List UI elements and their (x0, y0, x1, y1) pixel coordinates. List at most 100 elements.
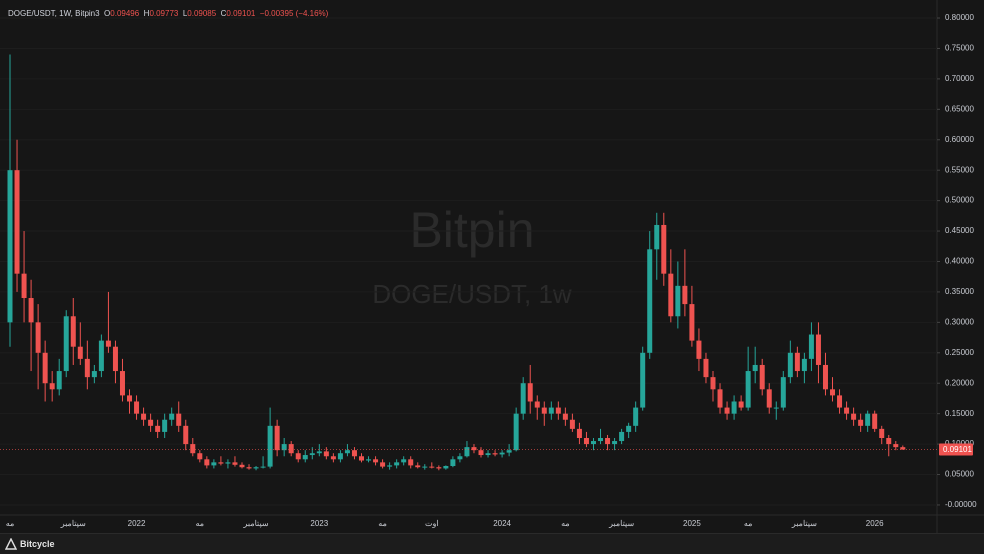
last-price-badge (939, 443, 973, 456)
candle-body (900, 447, 906, 450)
candle-body (759, 364, 765, 390)
candle-body (520, 383, 526, 414)
legend: DOGE/USDT, 1W, Bitpin3 O0.09496 H0.09773… (8, 9, 328, 18)
x-tick-label: 2023 (310, 519, 328, 528)
candle-body (851, 413, 857, 420)
label: C (220, 9, 227, 18)
change: −0.00395 (−4.16%) (259, 9, 329, 18)
background (0, 0, 984, 533)
candle-body (436, 467, 442, 469)
y-tick-label: 0.60000 (945, 135, 974, 144)
candle-body (710, 377, 716, 390)
candle-body (415, 465, 421, 468)
candle-body (155, 425, 161, 432)
x-tick-label: اوت (425, 519, 439, 528)
candle-body (478, 450, 484, 456)
candle-body (858, 419, 864, 426)
y-tick-label: 0.75000 (945, 44, 974, 53)
candle-body (28, 298, 34, 323)
candle-body (787, 352, 793, 378)
candle-body (98, 340, 104, 372)
candle-body (77, 346, 83, 359)
x-tick-label: مه (378, 519, 387, 528)
y-tick-label: 0.20000 (945, 378, 974, 387)
candle-body (879, 428, 885, 439)
candle-body (232, 462, 238, 465)
y-tick-label: 0.65000 (945, 104, 974, 113)
candle-body (808, 334, 814, 359)
candle-body (309, 453, 315, 456)
candle-body (408, 459, 414, 466)
candle-body (112, 346, 118, 372)
x-tick-label: مه (744, 519, 753, 528)
x-tick-label: مه (196, 519, 205, 528)
watermark: DOGE/USDT, 1w (372, 279, 572, 309)
x-tick-label: سپتامبر (791, 519, 817, 528)
candle-body (316, 451, 322, 454)
candle-body (815, 334, 821, 365)
candle-body (773, 407, 779, 409)
candle-body (176, 413, 182, 426)
candle-body (204, 459, 210, 466)
candle-body (141, 413, 147, 420)
x-tick-label: مه (6, 519, 15, 528)
candle-body (63, 316, 69, 372)
candle-body (619, 431, 625, 442)
candle-body (464, 447, 470, 457)
candle-body (246, 467, 252, 469)
candle-body (612, 441, 618, 445)
candle-body (148, 419, 154, 426)
x-tick-label: 2026 (866, 519, 884, 528)
candle-body (872, 413, 878, 429)
y-tick-label: 0.50000 (945, 196, 974, 205)
candle-body (541, 407, 547, 414)
candle-body (70, 316, 76, 347)
candle-body (640, 352, 646, 408)
candle-body (127, 395, 133, 402)
candle-body (576, 428, 582, 439)
candle-body (387, 465, 393, 467)
candle-body (21, 273, 27, 299)
candle-body (689, 304, 695, 341)
candle-body (752, 364, 758, 372)
candle-body (865, 413, 871, 426)
y-tick-label: 0.05000 (945, 470, 974, 479)
candle-body (380, 462, 386, 467)
candle-body (429, 466, 435, 468)
label: O (104, 9, 111, 18)
candle-body (801, 358, 807, 372)
candle-body (534, 401, 540, 408)
candle-body (281, 444, 287, 451)
candle-body (830, 389, 836, 396)
candle-body (443, 466, 449, 469)
value: 0.09773 (149, 9, 179, 18)
candle-body (14, 170, 20, 274)
candle-body (190, 444, 196, 454)
candle-body (239, 464, 245, 468)
y-tick-label: -0.00000 (945, 500, 977, 509)
candle-body (197, 453, 203, 460)
y-tick-label: 0.80000 (945, 13, 974, 22)
candle-body (134, 401, 140, 414)
candle-body (562, 413, 568, 420)
candle-body (696, 340, 702, 359)
candle-body (506, 450, 512, 453)
label: H (143, 9, 150, 18)
candle-body (598, 438, 604, 442)
candle-body (373, 459, 379, 463)
candle-body (42, 352, 48, 384)
candle-body (724, 407, 730, 414)
candle-body (633, 407, 639, 426)
candle-body (394, 462, 400, 466)
candle-body (583, 438, 589, 445)
candle-body (492, 453, 498, 455)
candle-body (344, 450, 350, 454)
candle-body (822, 364, 828, 390)
candle-body (302, 455, 308, 460)
candle-body (555, 407, 561, 414)
candle-body (253, 467, 259, 469)
y-tick-label: 0.25000 (945, 348, 974, 357)
last-price-label: 0.09101 (943, 445, 972, 454)
logo (5, 538, 17, 550)
y-tick-label: 0.45000 (945, 226, 974, 235)
